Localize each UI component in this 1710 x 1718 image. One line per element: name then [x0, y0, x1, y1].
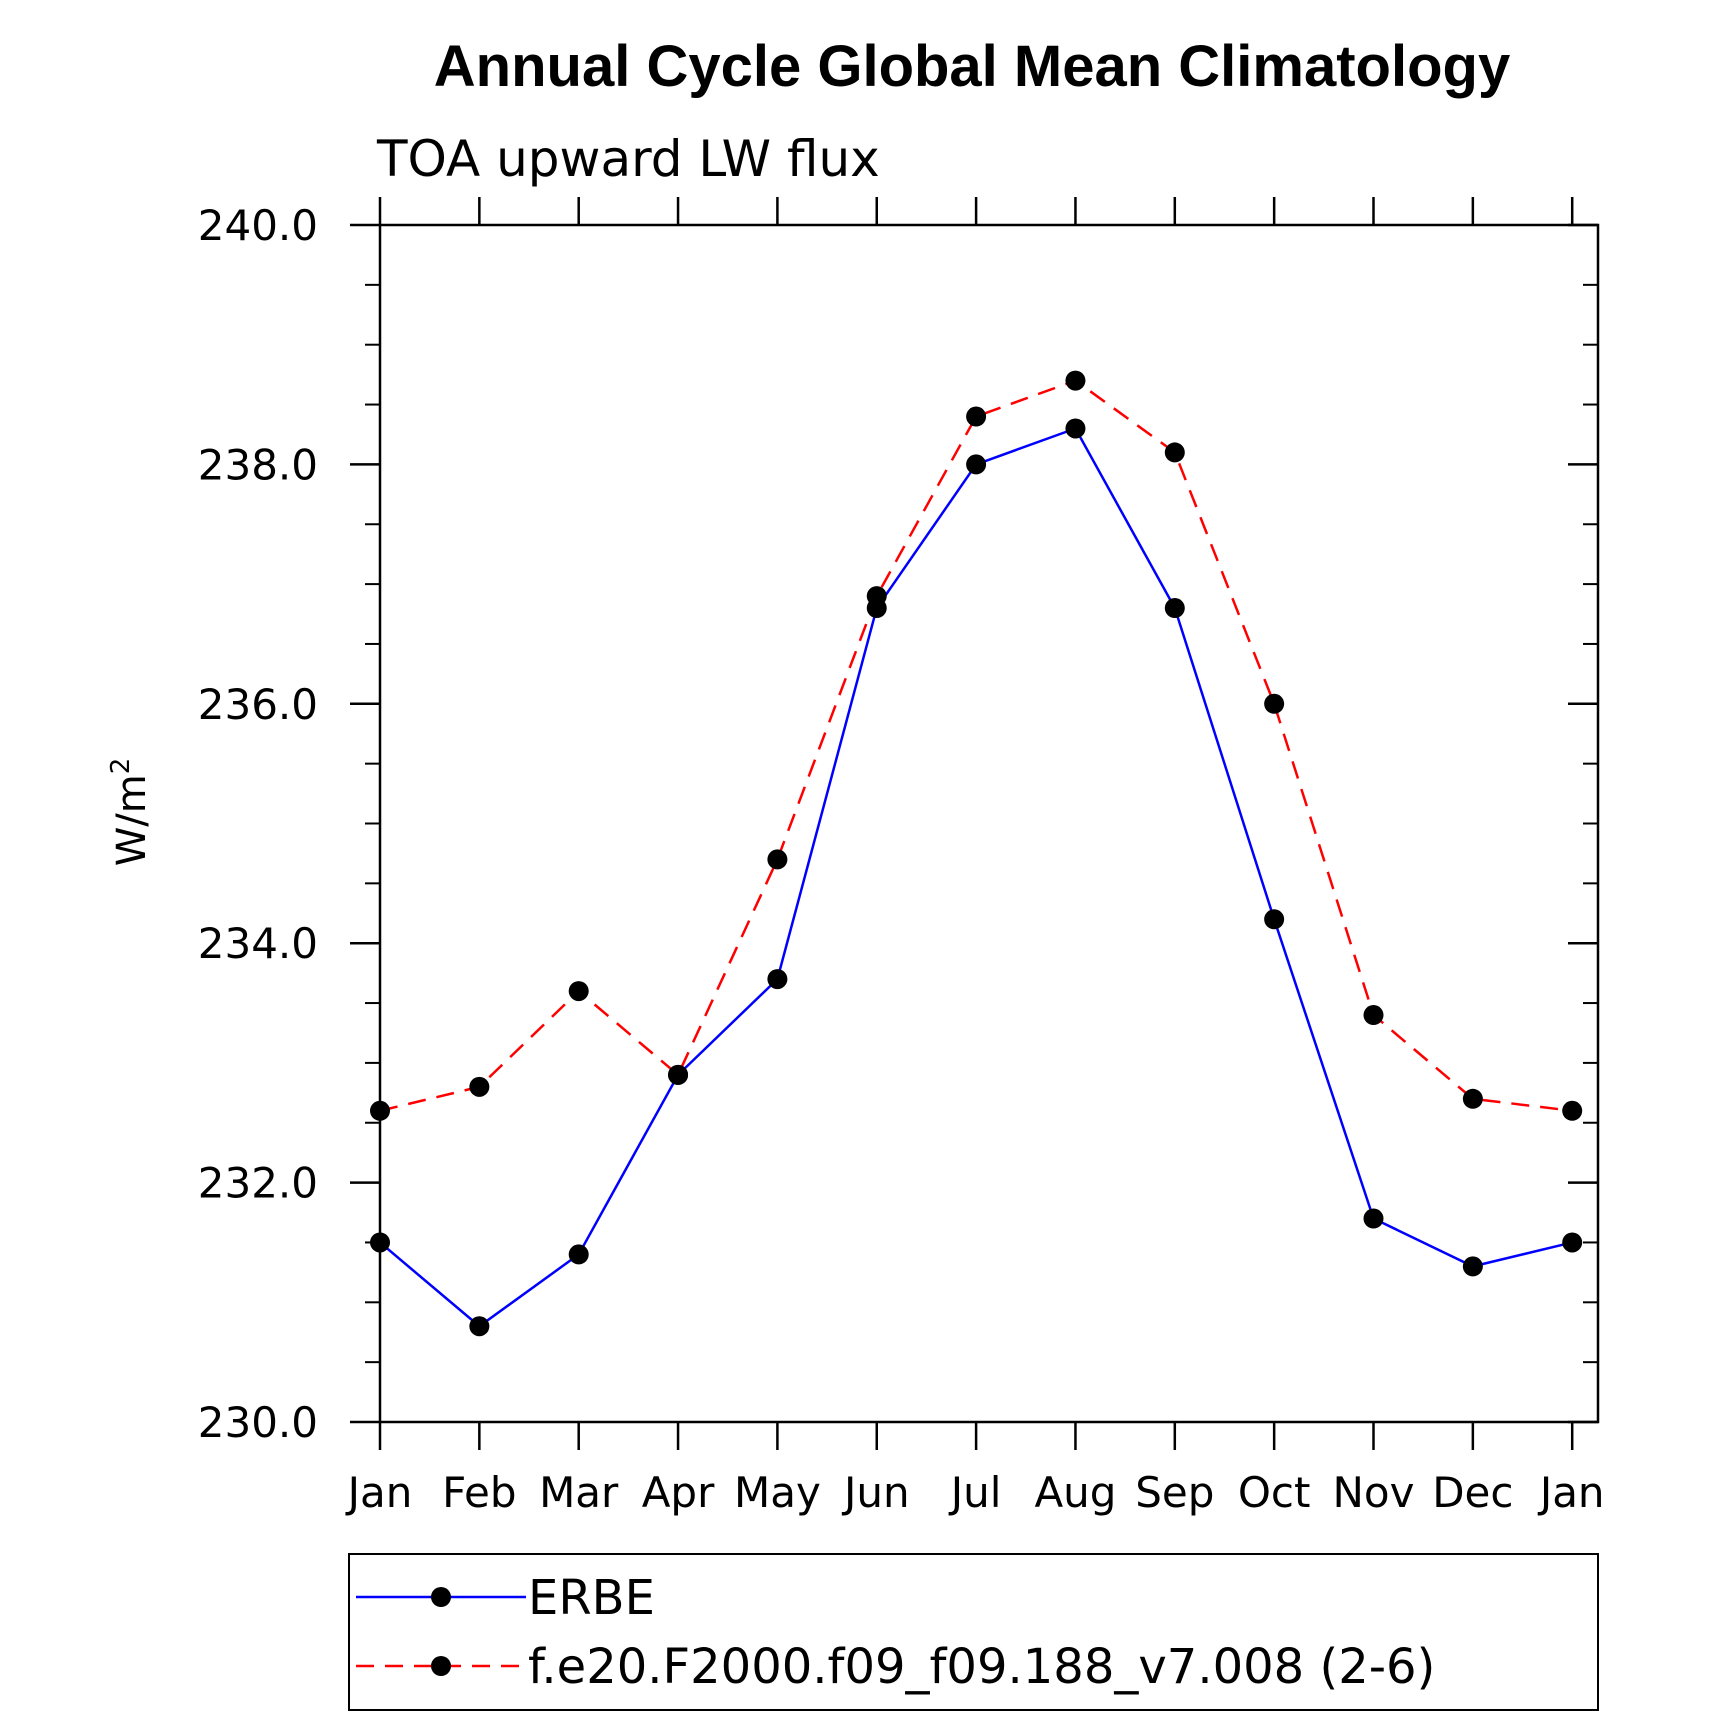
- x-tick-label: Jan: [1537, 1468, 1605, 1517]
- legend-marker-0: [431, 1587, 451, 1607]
- series-point-0: [1065, 418, 1086, 439]
- svg-text:W/m2: W/m2: [106, 758, 155, 867]
- y-tick-label: 240.0: [198, 201, 318, 250]
- series-point-1: [866, 586, 887, 607]
- series-point-1: [1363, 1005, 1384, 1026]
- y-tick-label: 238.0: [198, 440, 318, 489]
- series-point-1: [668, 1064, 689, 1085]
- series-point-1: [1562, 1100, 1583, 1121]
- series-point-0: [469, 1316, 490, 1337]
- series-line-1: [379, 379, 1573, 1113]
- series-point-0: [1164, 598, 1185, 619]
- legend-marker-1: [431, 1656, 451, 1676]
- series-point-0: [1264, 909, 1285, 930]
- series-point-0: [1363, 1208, 1384, 1229]
- series-point-1: [1264, 693, 1285, 714]
- series-point-1: [767, 849, 788, 870]
- x-tick-label: May: [734, 1468, 821, 1517]
- chart-subtitle: TOA upward LW flux: [376, 130, 880, 188]
- series-point-1: [370, 1100, 390, 1121]
- x-tick-label: Feb: [442, 1468, 516, 1517]
- x-tick-label: Sep: [1135, 1468, 1214, 1517]
- series-point-1: [966, 406, 987, 427]
- series-point-1: [1164, 442, 1185, 463]
- series-point-0: [370, 1232, 390, 1253]
- x-tick-label: Apr: [642, 1468, 715, 1517]
- y-tick-label: 232.0: [198, 1159, 318, 1208]
- series-point-0: [767, 969, 788, 990]
- series-point-1: [469, 1076, 490, 1097]
- legend: ERBE f.e20.F2000.f09_f09.188_v7.008 (2-6): [356, 1570, 1435, 1695]
- x-tick-label: Mar: [539, 1468, 619, 1517]
- legend-label-0: ERBE: [528, 1570, 655, 1626]
- series-line-0: [379, 426, 1573, 1328]
- x-tick-label: Jan: [345, 1468, 413, 1517]
- y-tick-label: 234.0: [198, 919, 318, 968]
- x-tick-label: Aug: [1034, 1468, 1116, 1517]
- y-tick-label: 230.0: [198, 1398, 318, 1447]
- series-point-1: [1462, 1088, 1483, 1109]
- plot-frame: [378, 223, 1600, 1424]
- legend-label-1: f.e20.F2000.f09_f09.188_v7.008 (2-6): [528, 1639, 1435, 1695]
- series-point-0: [966, 454, 987, 475]
- x-tick-label: Dec: [1432, 1468, 1513, 1517]
- series-point-0: [1562, 1232, 1583, 1253]
- y-tick-label: 236.0: [198, 680, 318, 729]
- legend-box: [348, 1553, 1599, 1711]
- x-tick-label: Jul: [948, 1468, 1002, 1517]
- chart-title: Annual Cycle Global Mean Climatology: [434, 34, 1510, 99]
- series-point-1: [1065, 370, 1086, 391]
- series-point-0: [1462, 1256, 1483, 1277]
- x-tick-label: Jun: [841, 1468, 910, 1517]
- axes: Jan Feb Mar Apr May Jun Jul Aug Sep Oct Nov Dec Jan 2…: [198, 197, 1605, 1517]
- x-tick-label: Nov: [1333, 1468, 1415, 1517]
- y-axis-label-text: W/m: [109, 774, 155, 866]
- x-tick-label: Oct: [1238, 1468, 1311, 1517]
- series-layer: [370, 370, 1583, 1337]
- series-point-0: [568, 1244, 589, 1265]
- y-axis-label-superscript: 2: [106, 758, 136, 775]
- y-axis-label: W/m2: [106, 758, 155, 867]
- series-point-1: [568, 981, 589, 1002]
